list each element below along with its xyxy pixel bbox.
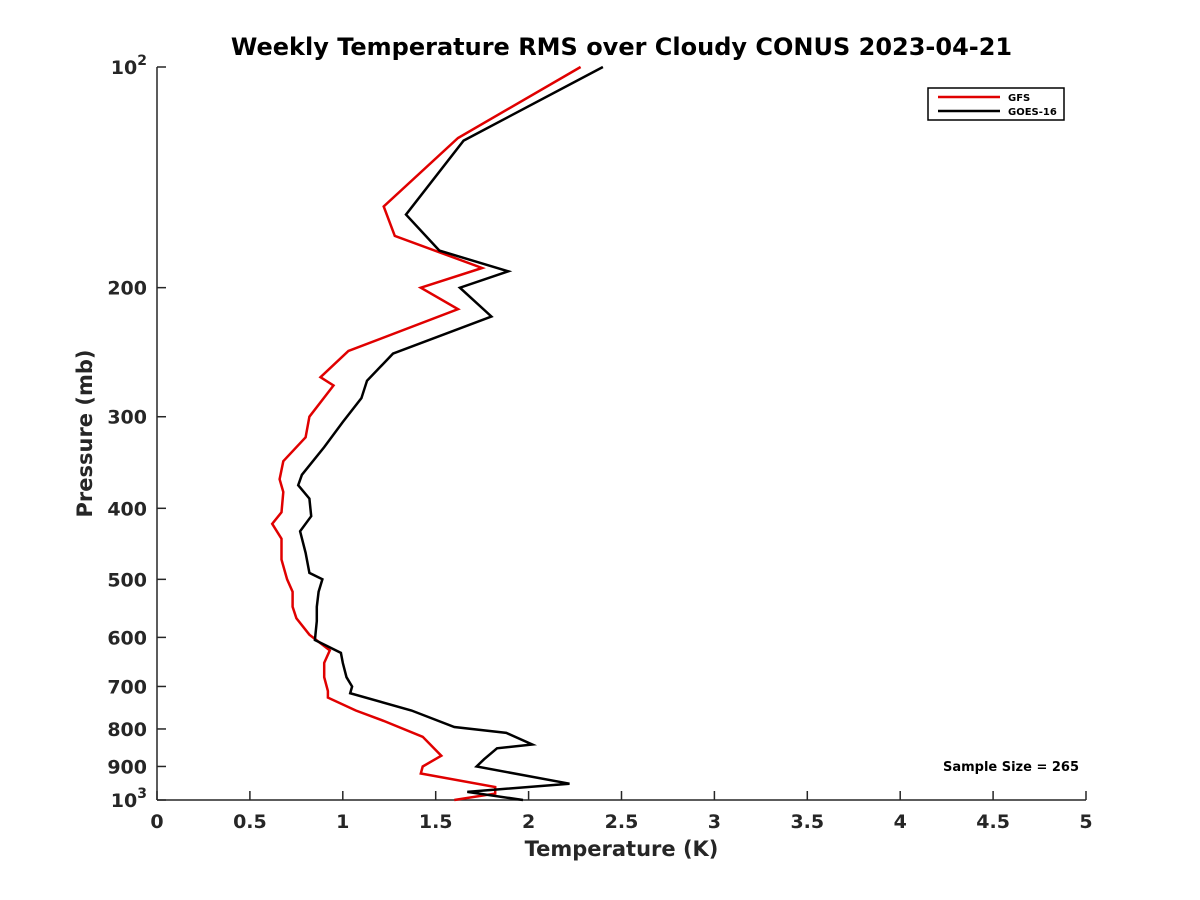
series-layer: [270, 65, 604, 802]
y-tick-label: 300: [107, 407, 147, 429]
legend-label: GOES-16: [1008, 107, 1057, 118]
legend-label: GFS: [1008, 93, 1030, 104]
chart-title: Weekly Temperature RMS over Cloudy CONUS…: [231, 33, 1012, 61]
series-line-gfs: [270, 65, 582, 802]
legend-box: [927, 87, 1065, 121]
x-tick-label: 0.5: [233, 811, 267, 833]
sample-size-annotation: Sample Size = 265: [943, 760, 1079, 775]
y-tick-label: 400: [107, 498, 147, 520]
x-ticks: 0 0.5 1 1.5 2 2.5 3 3.5 4 4.5 5: [150, 791, 1093, 833]
x-tick-label: 5: [1079, 811, 1092, 833]
y-axis-label: Pressure (mb): [73, 350, 97, 518]
x-tick-label: 4.5: [976, 811, 1010, 833]
x-tick-label: 2.5: [605, 811, 639, 833]
series-line-goes-16: [296, 65, 604, 802]
x-tick-label: 4: [894, 811, 907, 833]
x-tick-label: 0: [150, 811, 163, 833]
x-tick-label: 3: [708, 811, 721, 833]
x-tick-label: 2: [522, 811, 535, 833]
x-tick-label: 3.5: [790, 811, 824, 833]
y-tick-label: 500: [107, 569, 147, 591]
y-tick-label: 700: [107, 676, 147, 698]
y-tick-label: 102: [111, 53, 147, 79]
y-tick-label: 900: [107, 756, 147, 778]
y-tick-label: 200: [107, 278, 147, 300]
y-ticks: 102 200 300 400 500 600 700 800 900 103: [107, 53, 166, 812]
plot-area: 0 0.5 1 1.5 2 2.5 3 3.5 4 4.5 5 102 200 300 400 500 600…: [107, 53, 1092, 833]
legend: GFS GOES-16: [927, 87, 1065, 121]
x-tick-label: 1: [336, 811, 349, 833]
y-tick-label: 103: [111, 786, 147, 812]
x-tick-label: 1.5: [419, 811, 453, 833]
x-axis-label: Temperature (K): [525, 837, 719, 861]
y-tick-label: 600: [107, 627, 147, 649]
y-tick-label: 800: [107, 719, 147, 741]
legend-items: GFS GOES-16: [938, 93, 1057, 118]
